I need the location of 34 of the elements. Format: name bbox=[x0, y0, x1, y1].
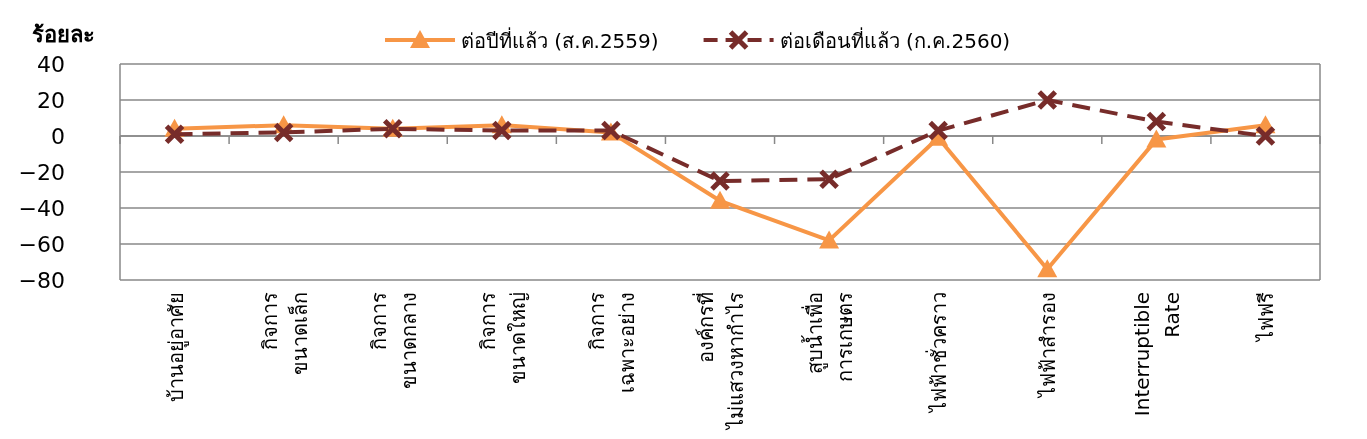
y-tick-label: 20 bbox=[37, 88, 65, 113]
x-tick-label: กิจการ ขนาดกลาง bbox=[366, 292, 421, 389]
y-tick-label: −20 bbox=[18, 160, 65, 185]
y-tick-label: −80 bbox=[18, 268, 65, 293]
x-tick-label: บ้านอยู่อาศัย bbox=[163, 292, 189, 402]
point bbox=[273, 121, 295, 143]
y-tick-label: −40 bbox=[18, 196, 65, 221]
x-tick-label: ไฟฟ้าชั่วคราว bbox=[925, 292, 952, 414]
point bbox=[164, 123, 186, 145]
point bbox=[819, 230, 840, 249]
point bbox=[1037, 259, 1058, 278]
point bbox=[709, 170, 731, 192]
y-tick-label: 0 bbox=[51, 124, 65, 149]
x-tick-label: ไฟฟรี bbox=[1254, 292, 1279, 343]
point bbox=[1036, 89, 1058, 111]
legend-label: ต่อเดือนที่แล้ว (ก.ค.2560) bbox=[779, 27, 1011, 53]
point bbox=[491, 120, 513, 142]
x-tick-label: สูบน้ำเพื่อ การเกษตร bbox=[801, 292, 858, 382]
y-tick-label: 40 bbox=[37, 52, 65, 77]
y-tick-label: −60 bbox=[18, 232, 65, 257]
point bbox=[1254, 125, 1276, 147]
y-axis-title: ร้อยละ bbox=[32, 22, 95, 47]
x-tick-label: ไฟฟ้าสำรอง bbox=[1036, 292, 1061, 399]
point bbox=[1145, 111, 1167, 133]
point bbox=[1146, 129, 1167, 148]
x-tick-label: กิจการ ขนาดใหญ่ bbox=[475, 292, 530, 384]
point bbox=[710, 190, 730, 209]
x-tick-label: กิจการ ขนาดเล็ก bbox=[257, 292, 312, 375]
x-tick-label: องค์กรที่ ไม่แสวงหากำไร bbox=[692, 292, 748, 431]
x-tick-label: Interruptible Rate bbox=[1130, 292, 1185, 417]
x-tick-label: กิจการ เฉพาะอย่าง bbox=[584, 292, 639, 393]
point bbox=[818, 168, 840, 190]
point bbox=[927, 120, 949, 142]
legend-label: ต่อปีที่แล้ว (ส.ค.2559) bbox=[461, 27, 659, 53]
